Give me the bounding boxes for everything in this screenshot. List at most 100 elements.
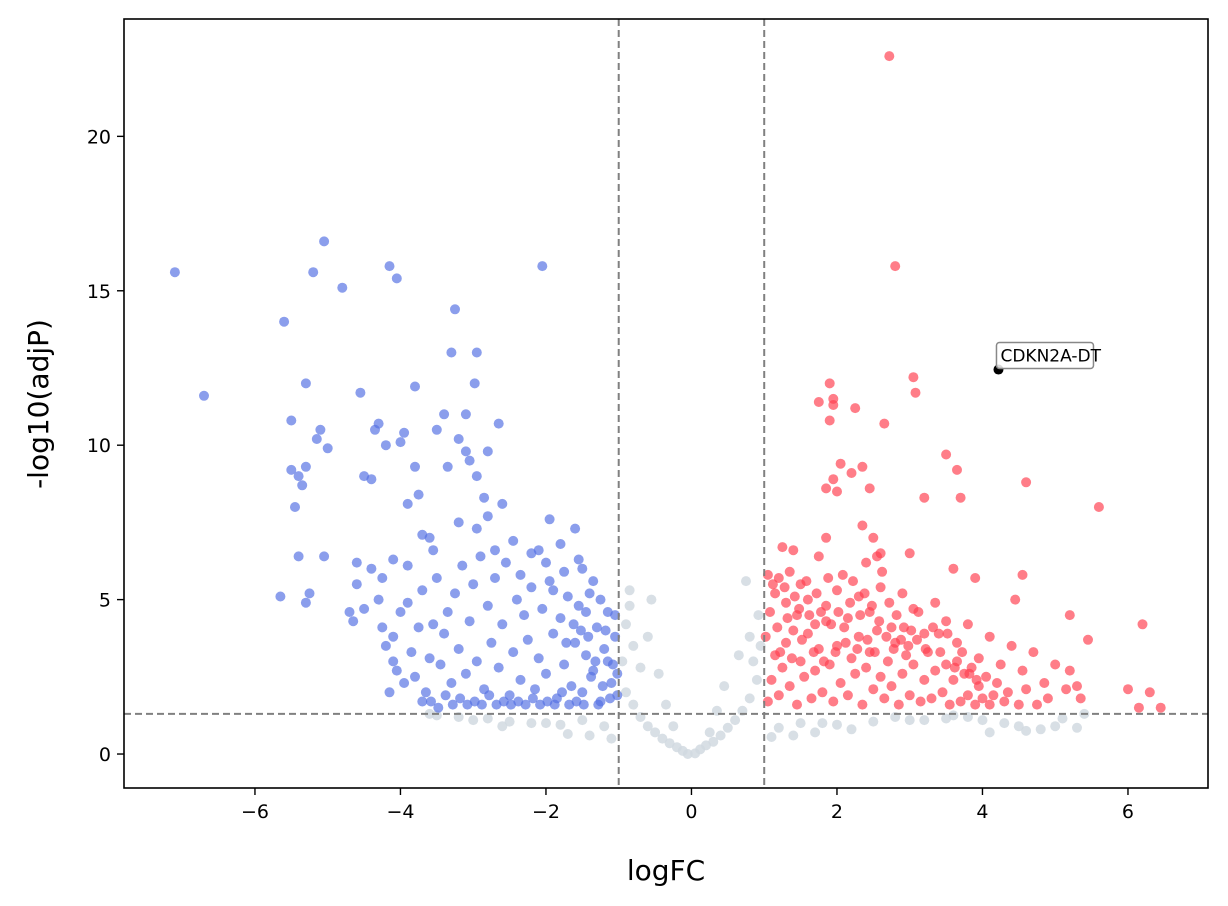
data-point [286, 464, 297, 475]
data-point [621, 687, 631, 698]
data-point [775, 647, 786, 658]
data-point [872, 625, 882, 636]
data-point [424, 653, 435, 664]
data-point [442, 461, 453, 472]
data-point [497, 721, 508, 732]
x-axis-ticks: −6 −4 −2 0 2 4 6 [241, 788, 1134, 823]
data-point [835, 458, 846, 469]
data-point [471, 471, 482, 482]
data-point [428, 619, 439, 630]
data-point [886, 622, 897, 633]
data-point [402, 498, 413, 509]
data-point [308, 267, 319, 278]
data-point [541, 557, 551, 568]
data-point [527, 693, 538, 704]
data-point [541, 718, 551, 729]
data-point [508, 535, 519, 546]
data-point [821, 532, 832, 543]
data-point [891, 610, 902, 621]
data-point [840, 637, 851, 648]
data-point [671, 742, 682, 753]
data-point [559, 659, 570, 670]
data-point [595, 594, 606, 605]
data-point [1144, 687, 1155, 698]
data-point [511, 594, 522, 605]
data-point [890, 261, 901, 272]
data-point [862, 634, 873, 645]
data-point [497, 498, 508, 509]
data-point [903, 640, 914, 651]
data-point [1072, 722, 1082, 733]
data-point [795, 656, 806, 667]
data-point [464, 455, 475, 466]
data-point [879, 418, 890, 429]
data-point [806, 693, 817, 704]
data-point [388, 554, 399, 565]
data-point [913, 607, 924, 617]
data-point [460, 409, 471, 420]
data-point [999, 718, 1010, 729]
data-point [766, 674, 777, 685]
data-point [930, 665, 941, 676]
data-point [612, 668, 623, 679]
data-point [782, 613, 793, 624]
data-point [606, 678, 617, 688]
data-point [788, 545, 799, 556]
data-point [868, 532, 879, 543]
data-point [410, 671, 420, 682]
data-point [460, 668, 471, 679]
data-point [730, 715, 741, 726]
data-point [570, 637, 581, 648]
data-point [286, 415, 297, 426]
data-point [817, 687, 828, 698]
data-point [1006, 640, 1017, 651]
data-point [962, 619, 973, 630]
x-tick-label: 6 [1122, 801, 1134, 823]
data-point [522, 634, 533, 645]
data-point [1061, 684, 1072, 695]
data-point [606, 733, 617, 744]
data-point [1072, 681, 1082, 692]
data-point [457, 560, 468, 571]
data-point [810, 619, 821, 630]
data-point [949, 662, 960, 673]
data-point [624, 585, 635, 596]
data-point [915, 696, 926, 707]
data-point [773, 722, 784, 733]
data-point [777, 662, 788, 673]
data-point [857, 699, 868, 710]
data-point [888, 644, 899, 654]
data-point [874, 616, 885, 627]
data-point [919, 492, 930, 503]
data-point [431, 573, 442, 583]
y-axis-title: -log10(adjP) [22, 319, 55, 489]
data-point [544, 514, 555, 525]
data-point [999, 696, 1010, 707]
data-point [293, 471, 304, 482]
data-point [1002, 687, 1013, 698]
data-point [462, 699, 473, 710]
data-point [765, 607, 775, 617]
data-point [824, 415, 835, 426]
data-point [515, 569, 526, 580]
data-point [497, 619, 508, 630]
data-point [482, 446, 493, 457]
data-point [464, 616, 475, 627]
data-point [597, 681, 608, 692]
data-point [826, 619, 837, 630]
data-point [981, 671, 992, 682]
data-point [668, 721, 679, 732]
data-point [475, 551, 486, 562]
data-point [973, 653, 984, 664]
data-point [628, 699, 639, 710]
x-tick-label: 0 [685, 801, 697, 823]
data-point [439, 409, 450, 420]
data-point [599, 644, 610, 654]
data-point [837, 569, 848, 580]
series-down-regulated [169, 236, 623, 713]
data-point [169, 267, 180, 278]
data-point [482, 713, 493, 724]
data-point [864, 483, 875, 494]
